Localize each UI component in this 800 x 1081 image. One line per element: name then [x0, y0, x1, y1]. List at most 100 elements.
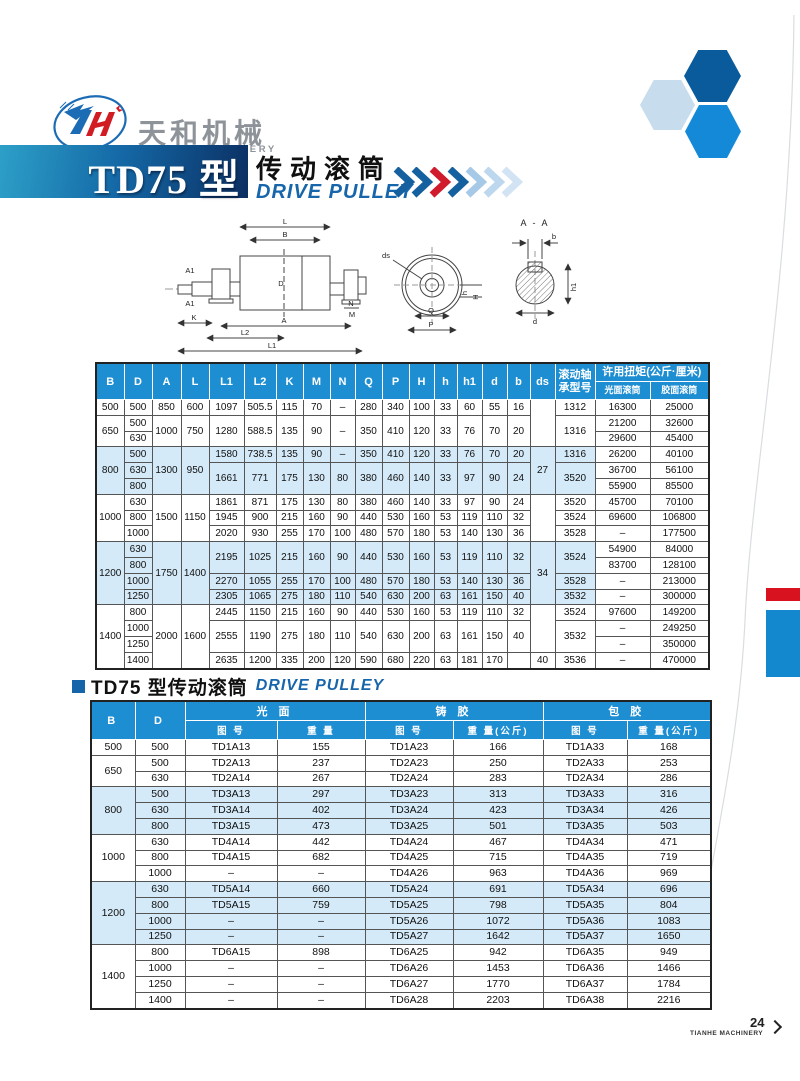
- cell: TD5A26: [364, 912, 454, 930]
- cell: 160: [302, 541, 331, 574]
- cell: 53: [433, 604, 458, 622]
- cell: 40: [506, 620, 531, 653]
- cell: 719: [626, 849, 712, 867]
- cell: 130: [481, 525, 508, 543]
- cell: 402: [276, 802, 366, 819]
- dim-label: M: [349, 310, 355, 319]
- cell: 267: [276, 770, 366, 788]
- footer-brand: TIANHE MACHINERY: [690, 1030, 764, 1037]
- cell: 969: [626, 865, 712, 883]
- cell: 480: [354, 525, 383, 543]
- cell: 1000: [134, 960, 186, 977]
- cell: –: [184, 991, 278, 1010]
- cell: 168: [626, 739, 712, 756]
- cell: 530: [381, 541, 410, 574]
- cell: 316: [626, 786, 712, 804]
- dim-label: A1: [185, 299, 194, 308]
- cell: 97: [456, 493, 483, 511]
- cell: 63: [433, 620, 458, 653]
- cell: 804: [626, 896, 712, 914]
- cell: TD2A34: [542, 770, 628, 788]
- cell: 110: [481, 509, 508, 527]
- cell: 33: [433, 462, 458, 495]
- cell: 36: [506, 572, 531, 590]
- cell: 60: [456, 399, 483, 416]
- cell: 21200: [594, 414, 651, 432]
- dim-label: L: [283, 217, 287, 226]
- cell: 467: [452, 833, 544, 851]
- cell: 181: [456, 651, 483, 670]
- cell: 275: [275, 588, 304, 606]
- cell: 33: [433, 399, 458, 416]
- cell: 1083: [626, 912, 712, 930]
- cell: 3524: [554, 604, 596, 622]
- cell: 24: [506, 462, 531, 495]
- cell: TD5A37: [542, 928, 628, 946]
- cell: 1316: [554, 414, 596, 448]
- col-header: B: [90, 700, 136, 740]
- cell: 215: [275, 509, 304, 527]
- cell: 800: [134, 817, 186, 835]
- cell: 56100: [649, 462, 710, 479]
- cell: 150: [481, 620, 508, 653]
- cell: 3532: [554, 588, 596, 606]
- cell: TD2A33: [542, 754, 628, 772]
- cell: 440: [354, 509, 383, 527]
- col-header-torque: 许用扭矩(公斤·厘米): [594, 362, 710, 382]
- hexagon-dark-icon: [684, 50, 741, 102]
- cell: [529, 604, 556, 653]
- cell: –: [276, 928, 366, 946]
- cell: 1280: [208, 414, 245, 448]
- cell: 119: [456, 509, 483, 527]
- cell: 1000: [123, 620, 153, 637]
- cell: 335: [275, 651, 304, 670]
- cell: 1000: [151, 414, 182, 448]
- col-header: b: [506, 362, 531, 400]
- cell: 1750: [151, 541, 182, 606]
- cell: 70: [481, 446, 508, 464]
- hexagon-blue-icon: [685, 105, 741, 158]
- cell: 40100: [649, 446, 710, 464]
- dimensions-table: B D A L L1 L2 K M N Q P H h h1 d b ds 滚动…: [95, 362, 710, 670]
- table-row: 1000 2020 930 255 170 100 480 570 180 53 140 130 36 3…: [96, 525, 710, 543]
- cell: 54900: [594, 541, 651, 558]
- cell: –: [594, 525, 651, 543]
- table-row: 1250– – TD5A27 1642 TD5A37 1650: [91, 928, 712, 946]
- cell: 16: [506, 399, 531, 416]
- cell: 155: [276, 739, 366, 756]
- cell: –: [184, 912, 278, 930]
- cell: 32600: [649, 414, 710, 432]
- cell: 180: [302, 620, 331, 653]
- cell: 440: [354, 604, 383, 622]
- col-header: D: [134, 700, 186, 740]
- cell: 90: [481, 493, 508, 511]
- section2-title: TD75 型传动滚筒 DRIVE PULLEY: [72, 675, 384, 699]
- cell: [506, 651, 531, 670]
- cell: 1770: [452, 975, 544, 993]
- cell: 630: [123, 493, 153, 511]
- table1-header: B D A L L1 L2 K M N Q P H h h1 d b ds 滚动…: [95, 362, 710, 400]
- cell: 27: [529, 446, 556, 495]
- cell: 1250: [134, 975, 186, 993]
- cell: 696: [626, 881, 712, 898]
- cell: 280: [354, 399, 383, 416]
- cell: 55900: [594, 477, 651, 495]
- cell: 2000: [151, 604, 182, 670]
- cell: 600: [180, 399, 210, 416]
- cell: –: [329, 446, 356, 464]
- cell: 1466: [626, 960, 712, 977]
- cell: 1650: [626, 928, 712, 946]
- cell: [529, 493, 556, 543]
- cell: –: [184, 928, 278, 946]
- cell: 53: [433, 572, 458, 590]
- cell: 1000: [95, 493, 125, 543]
- cell: –: [329, 399, 356, 416]
- cell: 1400: [123, 651, 153, 670]
- dim-label: A1: [185, 266, 194, 275]
- col-header: A: [151, 362, 182, 400]
- col-header: Q: [354, 362, 383, 400]
- col-header: N: [329, 362, 356, 400]
- col-header: h: [433, 362, 458, 400]
- cell: 1300: [151, 446, 182, 495]
- col-header: L1: [208, 362, 245, 400]
